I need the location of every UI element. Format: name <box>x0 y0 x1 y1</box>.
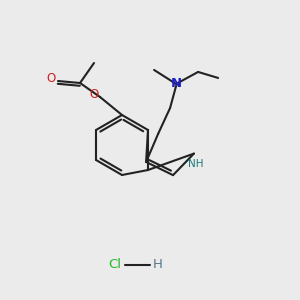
Text: N: N <box>170 77 182 90</box>
Text: NH: NH <box>188 159 204 169</box>
Text: O: O <box>46 73 56 85</box>
Text: H: H <box>153 259 163 272</box>
Text: Cl: Cl <box>109 259 122 272</box>
Text: O: O <box>89 88 99 101</box>
